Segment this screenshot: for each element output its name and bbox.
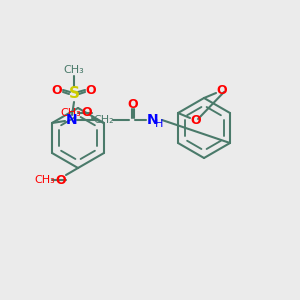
- Text: S: S: [68, 86, 80, 101]
- Text: N: N: [66, 113, 78, 127]
- Text: O: O: [86, 85, 96, 98]
- Text: O: O: [82, 106, 92, 119]
- Text: CH₂: CH₂: [94, 115, 114, 125]
- Text: CH₃: CH₃: [34, 175, 56, 185]
- Text: N: N: [147, 113, 159, 127]
- Text: O: O: [191, 115, 201, 128]
- Text: O: O: [217, 83, 227, 97]
- Text: H: H: [155, 119, 163, 129]
- Text: CH₃: CH₃: [64, 65, 84, 75]
- Text: CH₃: CH₃: [61, 108, 81, 118]
- Text: O: O: [128, 98, 138, 110]
- Text: O: O: [52, 85, 62, 98]
- Text: O: O: [56, 173, 66, 187]
